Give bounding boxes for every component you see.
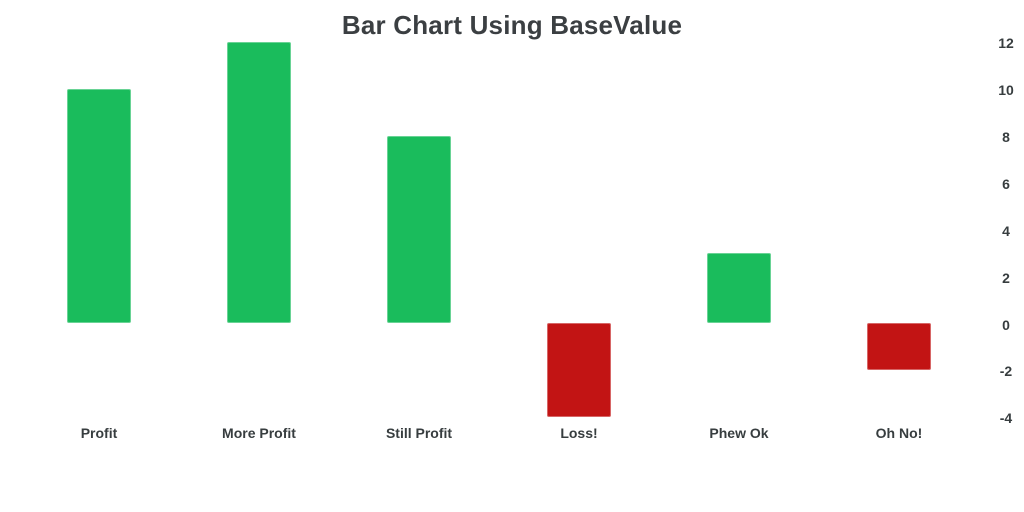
y-axis-tick-10: 10 bbox=[998, 82, 1014, 99]
bar-loss[interactable] bbox=[547, 323, 611, 417]
y-axis-tick-neg4: -4 bbox=[999, 410, 1013, 427]
y-axis-tick-0: 0 bbox=[1002, 316, 1010, 333]
bar-still-profit[interactable] bbox=[387, 135, 451, 323]
x-axis-label-more-profit: More Profit bbox=[222, 425, 296, 441]
chart-title: Bar Chart Using BaseValue bbox=[341, 10, 683, 40]
bar-more-profit[interactable] bbox=[227, 42, 291, 323]
bar-phew-ok[interactable] bbox=[707, 252, 771, 323]
x-axis-label-oh-no: Oh No! bbox=[875, 425, 923, 441]
x-axis-label-profit: Profit bbox=[80, 425, 118, 441]
y-axis-tick-4: 4 bbox=[1002, 222, 1010, 239]
y-axis-tick-neg2: -2 bbox=[999, 363, 1013, 380]
y-axis-tick-2: 2 bbox=[1002, 269, 1010, 286]
y-axis-tick-6: 6 bbox=[1002, 175, 1010, 192]
bar-oh-no[interactable] bbox=[867, 323, 931, 370]
y-axis-tick-8: 8 bbox=[1002, 128, 1010, 145]
bar-profit[interactable] bbox=[67, 89, 131, 323]
x-axis-label-phew-ok: Phew Ok bbox=[709, 425, 769, 441]
x-axis-label-loss: Loss! bbox=[560, 425, 598, 441]
x-axis-label-still-profit: Still Profit bbox=[385, 425, 453, 441]
y-axis-tick-12: 12 bbox=[998, 35, 1014, 52]
